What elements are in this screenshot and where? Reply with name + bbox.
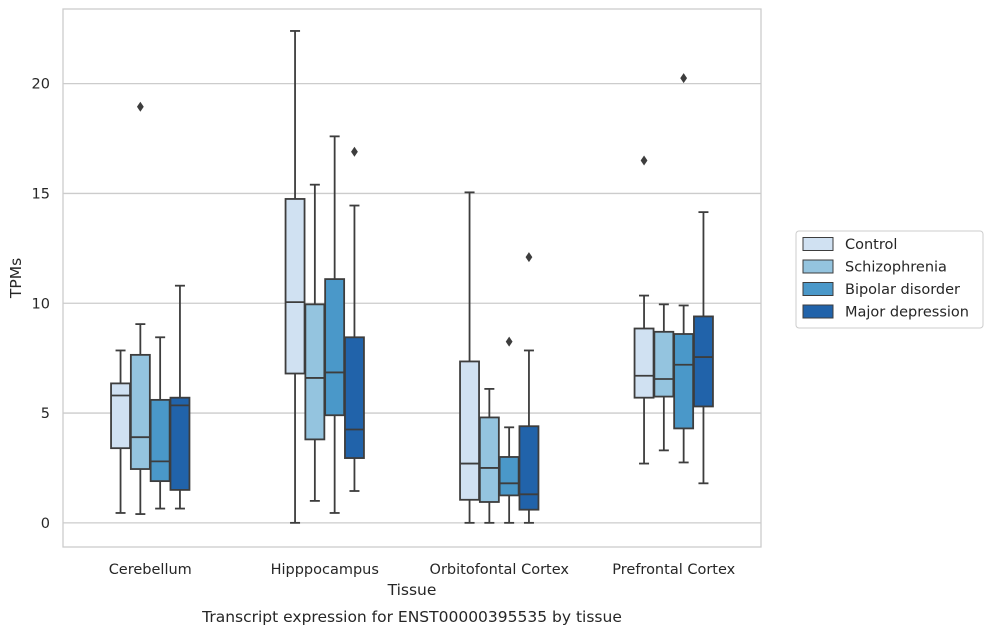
box [129,353,151,470]
box-group [129,101,151,515]
box-group [459,191,480,524]
legend-swatch [802,282,834,296]
legend: Control Schizophrenia Bipolar disorder Majo… [795,230,984,329]
box [324,278,346,417]
box [498,456,520,497]
outlier-point [640,155,648,166]
legend-label: Schizophrenia [845,260,947,276]
plot-frame [62,8,762,548]
box [284,198,306,375]
box-group [653,303,675,452]
boxes [110,30,714,524]
y-tick-label: 5 [41,406,50,422]
outlier-point [351,146,358,157]
legend-swatch [802,237,834,251]
x-tick-label: Cerebellum [109,562,192,578]
box [518,425,540,511]
outlier-point [136,101,144,112]
box [653,330,675,398]
box-group [324,135,346,514]
outlier-point [680,73,688,84]
box [169,396,191,491]
legend-swatch [802,259,834,274]
x-tick-label: Orbitofontal Cortex [430,562,570,578]
y-tick-label: 15 [32,186,50,202]
box [673,333,695,430]
box [304,303,326,441]
figure-caption: Transcript expression for ENST0000039553… [201,608,622,626]
legend-label: Major depression [845,305,969,321]
legend-swatch [802,304,834,319]
box-group [110,349,131,514]
box-group [633,155,655,465]
y-axis-title: TPMs [7,258,25,299]
box-group [284,30,306,524]
x-tick-label: Prefrontal Cortex [612,562,735,578]
box [459,360,480,501]
box [633,327,655,399]
box-group [344,146,365,492]
x-tick-labels: Cerebellum Hipppocampus Orbitofontal Corte… [109,562,736,578]
legend-frame [795,230,984,329]
y-tick-label: 20 [32,77,50,93]
x-tick-label: Hipppocampus [271,562,379,578]
box-group [169,284,191,510]
box [344,336,365,459]
y-tick-labels: 0 5 10 15 20 [32,77,50,532]
y-tick-label: 0 [41,516,50,532]
outlier-point [525,252,533,263]
box-group [149,336,171,510]
box [149,398,171,483]
legend-label: Bipolar disorder [845,282,960,298]
box-group [673,73,695,464]
box-group [693,211,714,485]
y-tick-label: 10 [32,296,50,312]
legend-label: Control [845,237,897,253]
x-axis-title: Tissue [387,581,437,599]
box [478,416,500,503]
box [110,382,131,450]
box [693,315,714,408]
outlier-point [505,336,513,347]
box-group [518,252,540,524]
